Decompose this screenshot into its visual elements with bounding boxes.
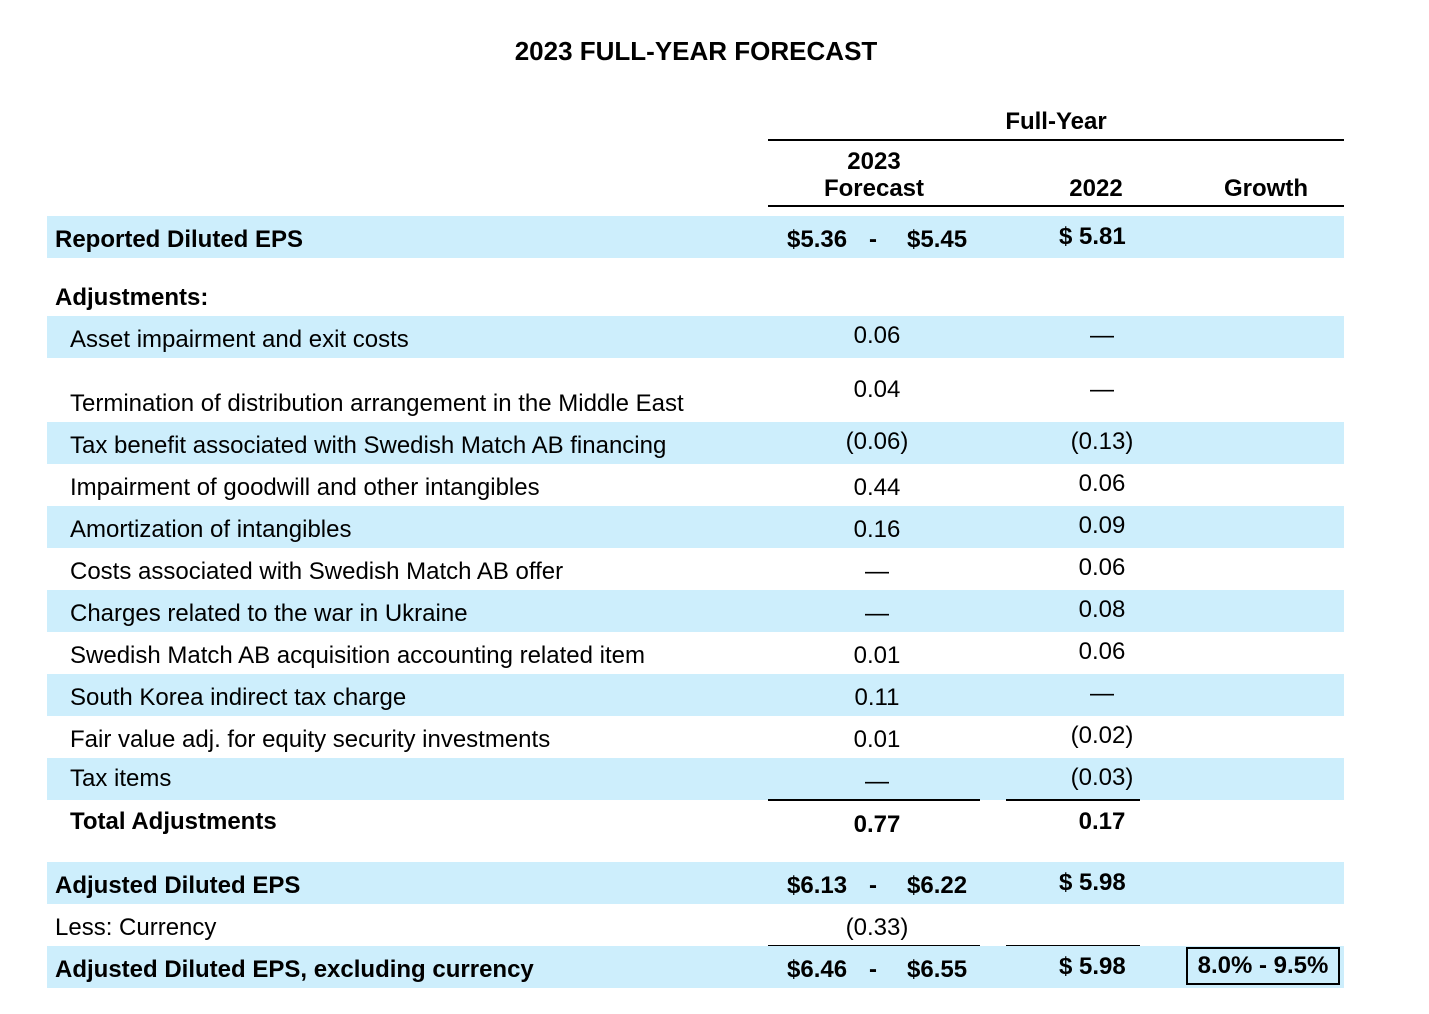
page-title: 2023 FULL-YEAR FORECAST (514, 36, 878, 66)
adjustment-row: Swedish Match AB acquisition accounting … (47, 632, 1344, 674)
col-header-forecast-line2: Forecast (823, 175, 925, 202)
adjustment-label: Amortization of intangibles (70, 516, 352, 543)
adjusted-eps-label: Adjusted Diluted EPS (55, 872, 301, 899)
adjustment-label: Costs associated with Swedish Match AB o… (70, 558, 564, 585)
col-header-2022: 2022 (1069, 175, 1123, 202)
total-adjustments-label: Total Adjustments (70, 808, 277, 835)
adjustment-label: Asset impairment and exit costs (70, 326, 409, 353)
adjustment-row: Asset impairment and exit costs 0.06 — (47, 316, 1344, 358)
col-header-growth: Growth (1224, 175, 1308, 202)
reported-eps-row: Reported Diluted EPS $5.36 - $5.45 $ 5.8… (47, 216, 1344, 258)
currency-label: Less: Currency (55, 914, 217, 941)
adjustment-forecast: 0.04 (853, 376, 901, 403)
adjustment-label: Fair value adj. for equity security inve… (70, 726, 551, 753)
adjustment-forecast: 0.44 (853, 474, 901, 501)
adjustment-prior: (0.02) (1070, 722, 1134, 749)
adjustment-row: Tax benefit associated with Swedish Matc… (47, 422, 1344, 464)
adjustment-label: Tax benefit associated with Swedish Matc… (70, 432, 667, 459)
adjustment-prior: — (1090, 376, 1114, 403)
currency-forecast: (0.33) (845, 914, 909, 941)
adjustment-forecast: — (865, 600, 889, 627)
adjustment-prior: (0.13) (1070, 428, 1134, 455)
col-header-forecast-line1: 2023 (847, 148, 901, 175)
adjustment-forecast: 0.01 (853, 642, 901, 669)
adjustment-label: South Korea indirect tax charge (70, 684, 407, 711)
adjusted-eps-forecast-high: $6.22 (907, 872, 968, 899)
reported-eps-label: Reported Diluted EPS (55, 226, 304, 253)
total-prior-rule (1006, 799, 1140, 801)
adjusted-eps-ex-currency-forecast-high: $6.55 (907, 956, 968, 983)
adjusted-eps-ex-currency-prior: $ 5.98 (1059, 953, 1126, 980)
reported-eps-prior: $ 5.81 (1059, 223, 1126, 250)
adjustment-forecast: (0.06) (845, 428, 909, 455)
full-year-group-header: Full-Year (1005, 108, 1107, 135)
adjusted-eps-ex-currency-row: Adjusted Diluted EPS, excluding currency… (47, 946, 1344, 988)
adjusted-eps-dash: - (869, 872, 877, 899)
adjustments-heading: Adjustments: (55, 284, 209, 311)
adjusted-eps-forecast-low: $6.13 (787, 872, 848, 899)
adjustment-label: Impairment of goodwill and other intangi… (70, 474, 540, 501)
adjustment-row: Charges related to the war in Ukraine — … (47, 590, 1344, 632)
total-adjustments-forecast: 0.77 (853, 811, 901, 838)
adjustment-row: Termination of distribution arrangement … (47, 358, 1344, 422)
adjustment-forecast: 0.11 (854, 684, 900, 711)
adjusted-eps-ex-currency-dash: - (869, 956, 877, 983)
adjustment-row: Impairment of goodwill and other intangi… (47, 464, 1344, 506)
adjustment-label: Tax items (70, 765, 172, 792)
adjustment-row: South Korea indirect tax charge 0.11 — (47, 674, 1344, 716)
adjusted-eps-prior: $ 5.98 (1059, 869, 1126, 896)
reported-eps-forecast-low: $5.36 (787, 226, 848, 253)
adjustment-prior: (0.03) (1070, 764, 1134, 791)
adjusted-eps-ex-currency-forecast-low: $6.46 (787, 956, 848, 983)
reported-eps-forecast-high: $5.45 (907, 226, 968, 253)
adjustment-forecast: 0.16 (853, 516, 901, 543)
adjustment-label: Swedish Match AB acquisition accounting … (70, 642, 645, 669)
adjustment-label: Charges related to the war in Ukraine (70, 600, 468, 627)
full-year-rule (768, 139, 1344, 141)
adjustment-forecast: 0.06 (853, 322, 901, 349)
reported-eps-dash: - (869, 226, 877, 253)
adjustment-row: Amortization of intangibles 0.16 0.09 (47, 506, 1344, 548)
adjustment-prior: — (1090, 680, 1114, 707)
total-adjustments-row: Total Adjustments 0.77 0.17 (47, 800, 1344, 842)
adjustment-forecast: 0.01 (853, 726, 901, 753)
adjustment-prior: 0.06 (1078, 470, 1126, 497)
adjustment-prior: 0.06 (1078, 638, 1126, 665)
adjustment-label: Termination of distribution arrangement … (70, 390, 684, 417)
header-bottom-rule (768, 205, 1344, 207)
adjustment-prior: 0.06 (1078, 554, 1126, 581)
adjusted-eps-ex-currency-label: Adjusted Diluted EPS, excluding currency (55, 956, 534, 983)
total-adjustments-prior: 0.17 (1078, 808, 1126, 835)
currency-row: Less: Currency (0.33) (47, 904, 1344, 946)
adjustment-row: Costs associated with Swedish Match AB o… (47, 548, 1344, 590)
adjustment-forecast: — (865, 558, 889, 585)
adjustment-prior: 0.08 (1078, 596, 1126, 623)
adjusted-eps-row: Adjusted Diluted EPS $6.13 - $6.22 $ 5.9… (47, 862, 1344, 904)
adjustment-row: Fair value adj. for equity security inve… (47, 716, 1344, 758)
adjustment-row: Tax items — (0.03) (47, 758, 1344, 800)
adjustment-prior: — (1090, 322, 1114, 349)
total-forecast-rule (768, 799, 980, 801)
adjustment-prior: 0.09 (1078, 512, 1126, 539)
growth-value-box: 8.0% - 9.5% (1186, 947, 1340, 985)
adjustment-forecast: — (865, 768, 889, 795)
